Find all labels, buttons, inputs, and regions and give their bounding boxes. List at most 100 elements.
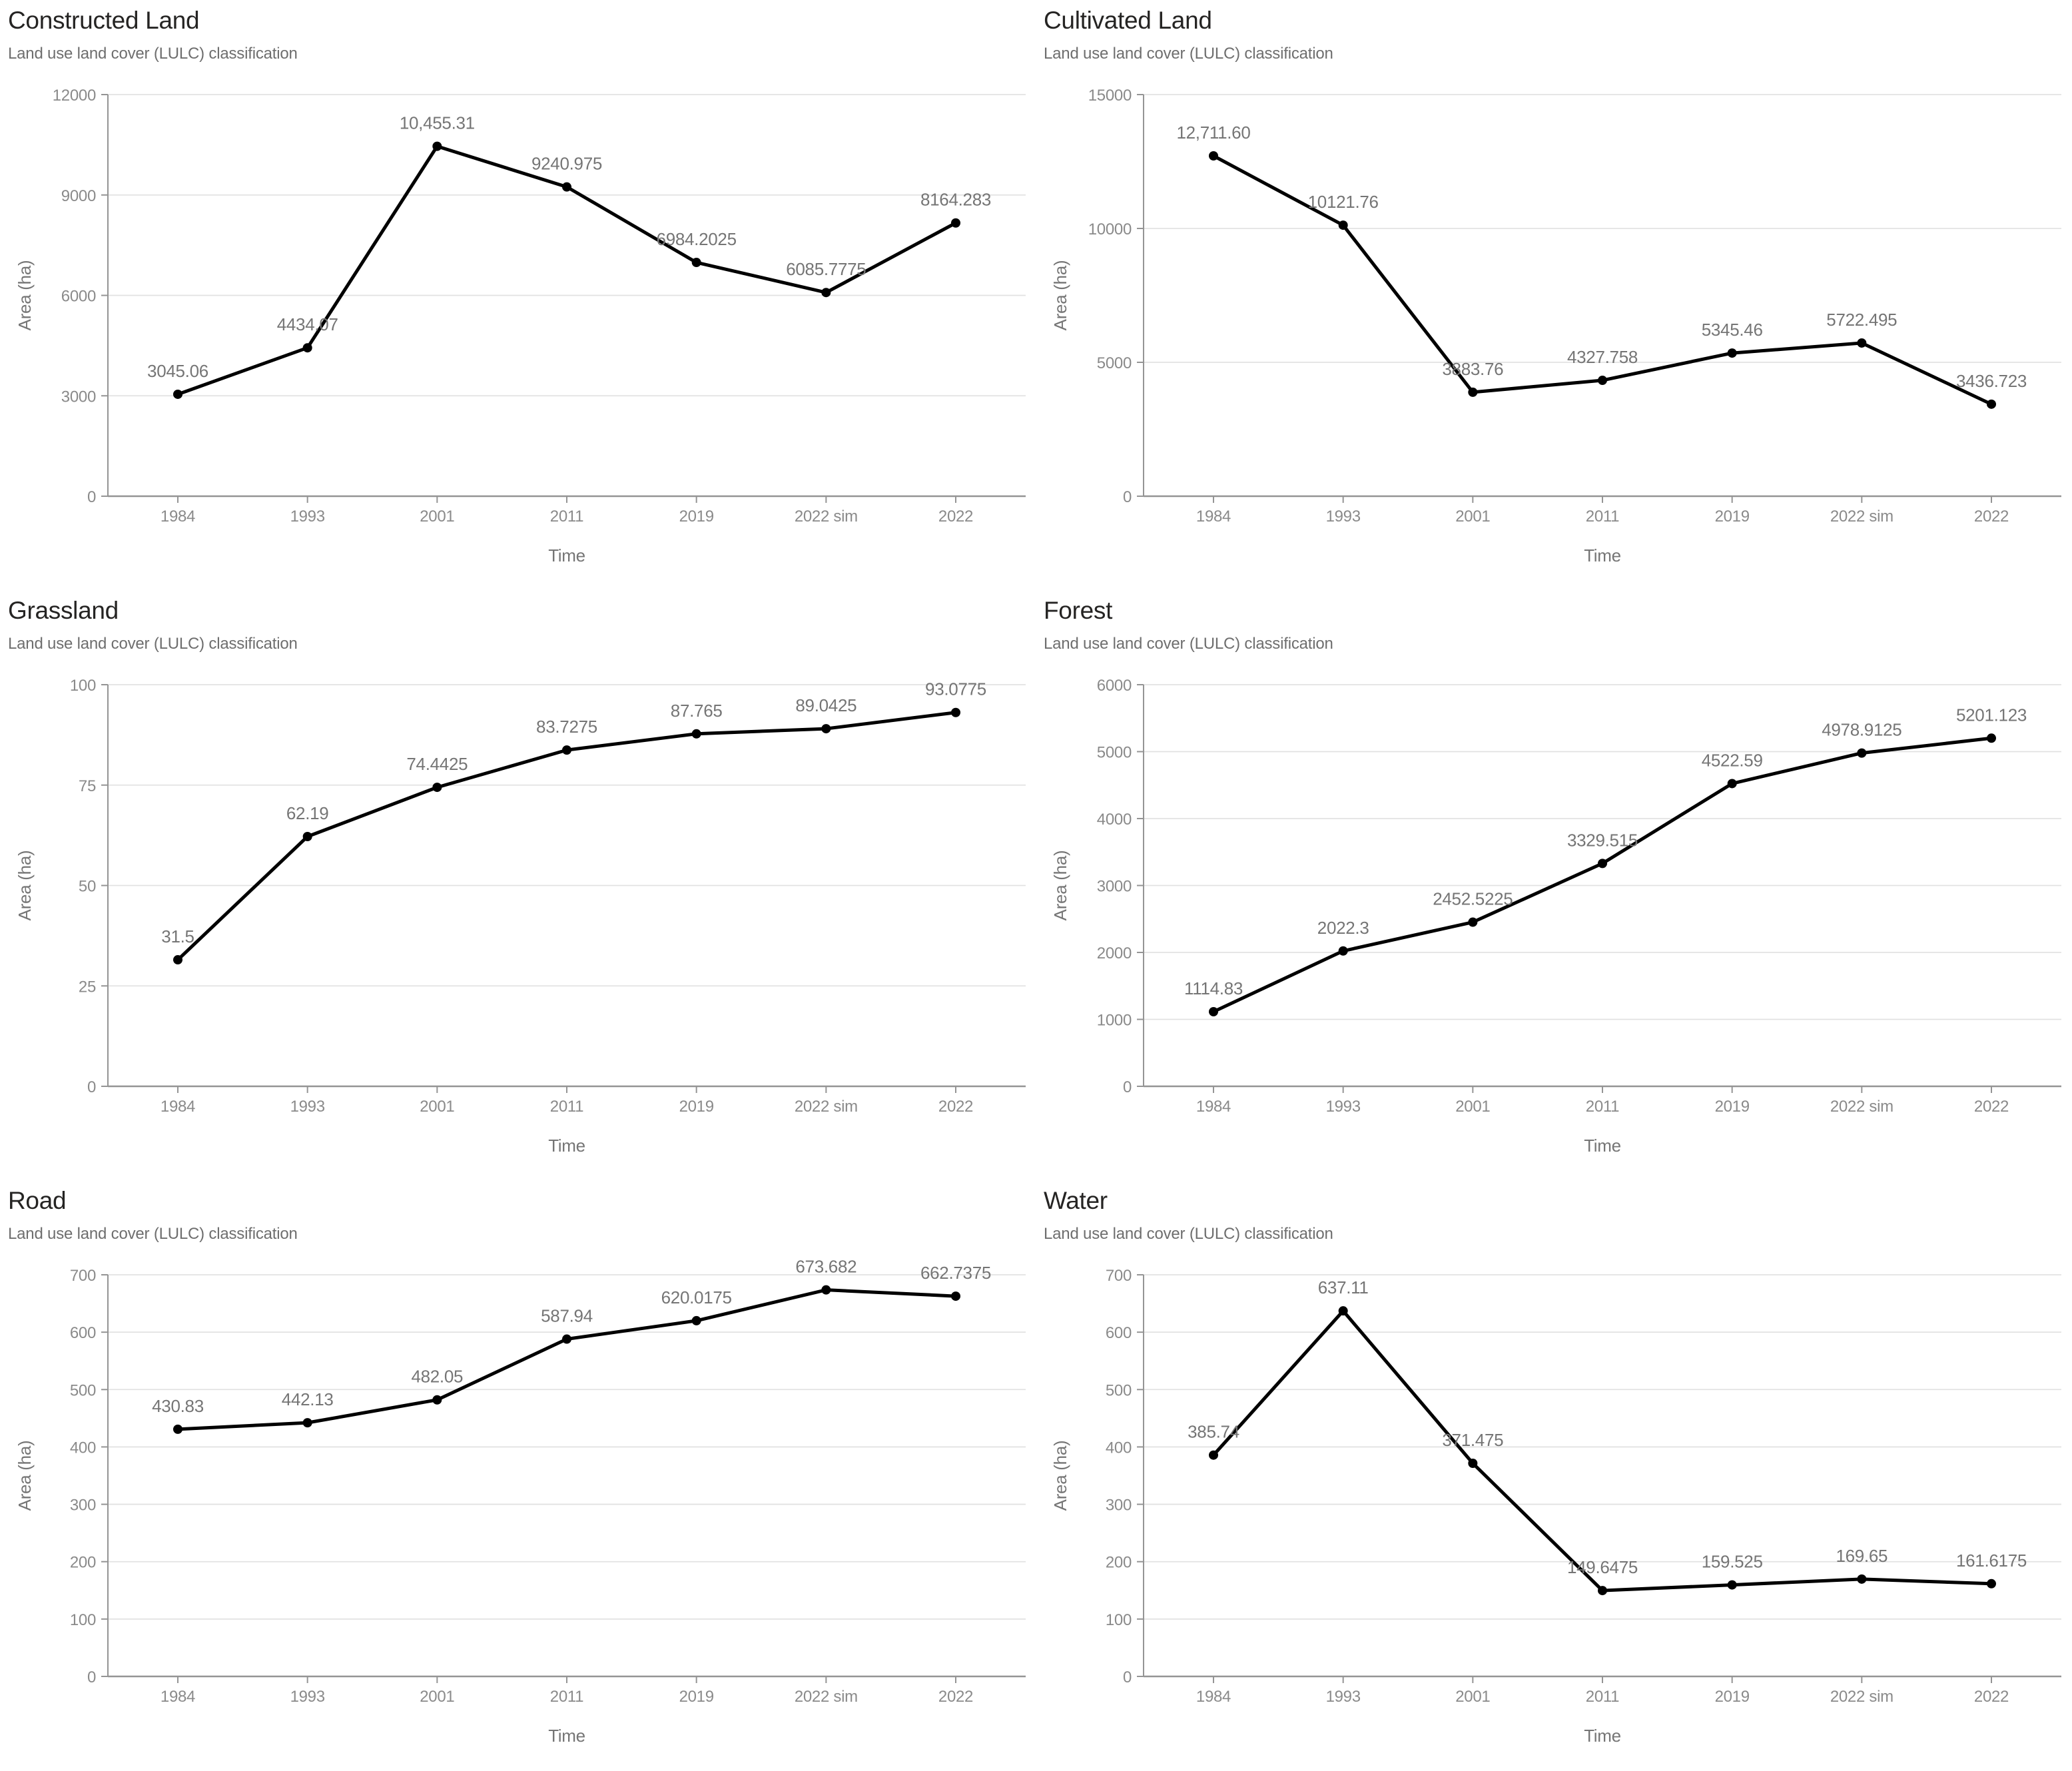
x-tick-label: 2022: [1974, 1688, 2009, 1706]
data-point-marker: [562, 182, 571, 192]
chart-card-water: Water Land use land cover (LULC) classif…: [1036, 1180, 2072, 1770]
data-point-marker: [1857, 338, 1867, 348]
data-point-marker: [562, 1334, 571, 1344]
x-tick-label: 2022: [938, 508, 973, 526]
x-tick-label: 2001: [1455, 508, 1490, 526]
data-point-marker: [1987, 399, 1996, 409]
data-point-label: 5201.123: [1956, 705, 2027, 725]
x-tick-label: 2022: [1974, 508, 2009, 526]
y-axis-title: Area (ha): [15, 260, 35, 331]
data-point-marker: [1727, 1580, 1737, 1590]
y-tick-label: 300: [70, 1497, 96, 1515]
chart-title: Constructed Land: [8, 7, 200, 34]
data-point-marker: [1209, 1450, 1218, 1460]
x-tick-label: 2022: [938, 1098, 973, 1116]
x-tick-label: 2022 sim: [795, 1098, 858, 1116]
data-point-marker: [173, 1424, 182, 1434]
x-axis-title: Time: [1584, 1136, 1621, 1156]
data-point-marker: [1987, 1579, 1996, 1589]
x-tick-label: 1993: [290, 1098, 325, 1116]
data-point-label: 371.475: [1442, 1430, 1503, 1450]
x-tick-label: 1984: [161, 1098, 195, 1116]
x-tick-label: 2022 sim: [1830, 1098, 1894, 1116]
y-tick-label: 0: [87, 1668, 96, 1686]
chart-title: Grassland: [8, 597, 119, 624]
data-point-marker: [1727, 348, 1737, 358]
chart-subtitle: Land use land cover (LULC) classificatio…: [1044, 635, 1333, 653]
data-point-label: 31.5: [161, 926, 194, 946]
y-tick-label: 1000: [1097, 1012, 1132, 1030]
data-point-label: 3436.723: [1956, 371, 2027, 391]
x-tick-label: 2019: [679, 508, 714, 526]
data-point-marker: [432, 783, 442, 793]
y-tick-label: 25: [79, 978, 96, 996]
data-point-label: 2022.3: [1317, 918, 1369, 938]
data-point-label: 2452.5225: [1433, 889, 1513, 909]
data-point-marker: [1987, 733, 1996, 743]
data-point-marker: [302, 343, 312, 353]
x-tick-label: 2011: [1586, 508, 1619, 526]
data-point-marker: [821, 724, 831, 734]
y-tick-label: 600: [70, 1324, 96, 1342]
x-tick-label: 2019: [679, 1098, 714, 1116]
x-tick-label: 2019: [679, 1688, 714, 1706]
x-tick-label: 1984: [1196, 1098, 1231, 1116]
x-tick-label: 2011: [550, 1098, 583, 1116]
y-tick-label: 700: [1106, 1267, 1132, 1285]
y-axis-title: Area (ha): [1050, 1441, 1070, 1511]
chart-subtitle: Land use land cover (LULC) classificatio…: [1044, 1225, 1333, 1243]
y-axis-title: Area (ha): [15, 1441, 35, 1511]
x-tick-label: 2019: [1715, 508, 1750, 526]
data-point-label: 5345.46: [1702, 320, 1763, 340]
chart-title: Road: [8, 1187, 67, 1214]
data-point-marker: [1209, 151, 1218, 161]
data-point-marker: [1857, 1574, 1867, 1584]
data-point-label: 8164.283: [920, 190, 991, 210]
data-point-label: 12,711.60: [1176, 123, 1250, 143]
y-axis-title: Area (ha): [1050, 851, 1070, 921]
data-point-marker: [173, 389, 182, 399]
x-tick-label: 2019: [1715, 1098, 1750, 1116]
y-tick-label: 600: [1106, 1324, 1132, 1342]
data-point-marker: [562, 745, 571, 755]
y-tick-label: 700: [70, 1267, 96, 1285]
x-tick-label: 2001: [420, 1098, 454, 1116]
x-tick-label: 2022 sim: [1830, 508, 1894, 526]
data-point-label: 10,455.31: [400, 113, 475, 133]
data-point-label: 385.74: [1188, 1422, 1239, 1442]
line-chart-grassland: 0 25 50 75 100 1984 1993 2001 2011 2019 2022 sim 20…: [15, 677, 1026, 1156]
x-tick-label: 1993: [1326, 508, 1361, 526]
y-tick-label: 0: [1123, 488, 1132, 506]
data-point-marker: [951, 707, 960, 717]
chart-subtitle: Land use land cover (LULC) classificatio…: [8, 635, 298, 653]
data-point-marker: [1727, 779, 1737, 789]
y-tick-label: 200: [70, 1554, 96, 1572]
data-point-label: 442.13: [282, 1389, 334, 1409]
data-point-marker: [1598, 859, 1607, 869]
data-point-marker: [691, 1315, 701, 1325]
y-axis-title: Area (ha): [1050, 260, 1070, 331]
x-axis-title: Time: [1584, 1726, 1621, 1746]
chart-subtitle: Land use land cover (LULC) classificatio…: [1044, 45, 1333, 63]
data-point-marker: [302, 1418, 312, 1428]
y-tick-label: 500: [70, 1381, 96, 1399]
line-chart-forest: 0 1000 2000 3000 4000 5000 6000 1984 1993 2001 201…: [1050, 677, 2061, 1156]
y-tick-label: 5000: [1097, 354, 1132, 372]
x-tick-label: 1993: [1326, 1098, 1361, 1116]
data-point-marker: [1598, 1586, 1607, 1596]
y-tick-label: 12000: [53, 87, 96, 105]
y-tick-label: 100: [1106, 1611, 1132, 1629]
x-tick-label: 2022 sim: [795, 508, 858, 526]
data-point-label: 4978.9125: [1822, 720, 1901, 740]
x-tick-label: 2001: [1455, 1688, 1490, 1706]
x-tick-label: 2019: [1715, 1688, 1750, 1706]
y-tick-label: 4000: [1097, 811, 1132, 829]
data-point-label: 149.6475: [1567, 1557, 1638, 1577]
y-tick-label: 5000: [1097, 744, 1132, 762]
data-point-label: 662.7375: [920, 1263, 991, 1283]
x-tick-label: 2022: [1974, 1098, 2009, 1116]
data-point-marker: [691, 258, 701, 268]
data-point-marker: [1209, 1006, 1218, 1016]
data-point-label: 89.0425: [795, 695, 857, 715]
